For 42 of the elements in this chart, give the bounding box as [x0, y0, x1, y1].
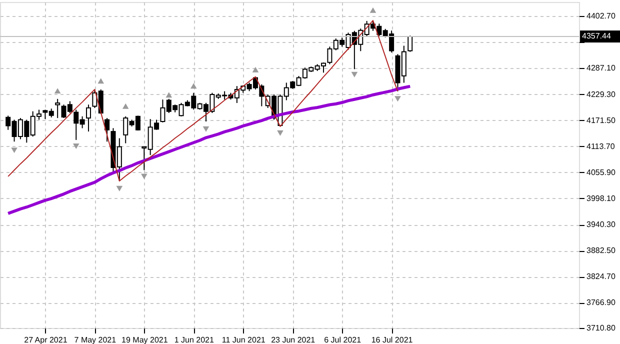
candlestick: [86, 104, 91, 132]
point: [190, 83, 197, 89]
y-tick-label: 4171.50: [586, 116, 616, 125]
y-tick-label: 4055.90: [586, 168, 616, 177]
x-tick-label: 16 Jul 2021: [371, 336, 414, 344]
line-series: [6, 84, 412, 215]
point: [116, 186, 123, 192]
candlestick: [408, 35, 413, 52]
x-tick-label: 19 May 2021: [122, 336, 168, 344]
y-tick-label: 3766.90: [586, 298, 616, 308]
candlestick: [104, 118, 110, 142]
ref-line-label: 4357.44: [582, 32, 612, 41]
y-tick-label: 3710.80: [586, 324, 616, 332]
point: [98, 78, 104, 84]
y-tick-label: 4113.70: [586, 142, 616, 151]
line-series: [8, 20, 398, 182]
point: [277, 130, 284, 136]
point: [252, 66, 259, 72]
point: [351, 72, 358, 78]
point: [140, 174, 148, 180]
x-tick-label: 7 May 2021: [74, 336, 117, 344]
point: [72, 144, 80, 149]
point: [370, 7, 376, 13]
y-tick-label: 4402.70: [586, 12, 616, 21]
y-tick-label: 4287.10: [586, 64, 616, 73]
point: [11, 148, 18, 154]
x-tick-label: 27 Apr 2021: [24, 336, 68, 344]
point: [202, 126, 210, 132]
x-tick-label: 11 Jun 2021: [222, 336, 266, 344]
y-tick-label: 4229.30: [586, 90, 616, 99]
x-tick-label: 6 Jul 2021: [324, 336, 362, 344]
candlestick: [55, 98, 60, 119]
point: [54, 88, 61, 94]
point: [394, 96, 401, 102]
point: [122, 103, 129, 109]
x-tick-label: 1 Jun 2021: [174, 336, 214, 344]
point: [166, 92, 172, 98]
y-tick-label: 3940.30: [586, 220, 616, 230]
y-tick-label: 3824.70: [586, 272, 616, 282]
x-tick-label: 23 Jun 2021: [271, 336, 316, 344]
y-tick-label: 3882.50: [586, 246, 616, 256]
y-tick-label: 3998.10: [586, 194, 616, 203]
